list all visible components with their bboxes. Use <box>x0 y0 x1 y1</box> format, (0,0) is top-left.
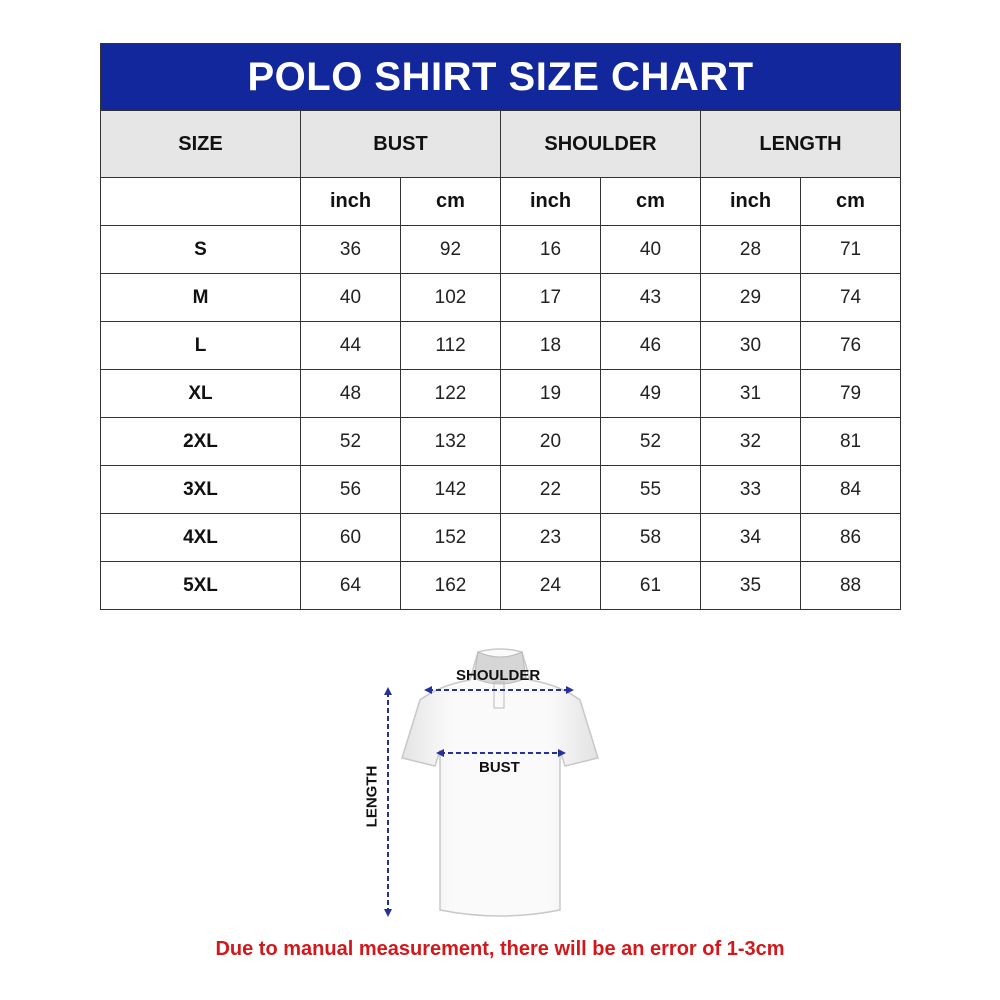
measurement-cell: 112 <box>400 321 501 370</box>
measurement-cell: 60 <box>300 513 401 562</box>
table-row: 3XL 56 142 22 55 33 84 <box>100 465 902 514</box>
table-row: 2XL 52 132 20 52 32 81 <box>100 417 902 466</box>
measurement-cell: 16 <box>500 225 601 274</box>
size-cell: 4XL <box>100 513 301 562</box>
measurement-cell: 52 <box>600 417 701 466</box>
measurement-cell: 23 <box>500 513 601 562</box>
size-chart-table: POLO SHIRT SIZE CHART SIZE BUST SHOULDER… <box>99 43 902 610</box>
measurement-cell: 22 <box>500 465 601 514</box>
measurement-cell: 74 <box>799 273 902 322</box>
header-shoulder: SHOULDER <box>500 110 701 178</box>
measurement-cell: 33 <box>700 465 801 514</box>
unit-header: inch <box>300 177 401 226</box>
unit-header: cm <box>400 177 501 226</box>
measurement-cell: 64 <box>300 561 401 610</box>
measurement-cell: 122 <box>400 369 501 418</box>
table-row: M 40 102 17 43 29 74 <box>100 273 902 322</box>
table-row: L 44 112 18 46 30 76 <box>100 321 902 370</box>
measurement-cell: 32 <box>700 417 801 466</box>
shirt-diagram: SHOULDER BUST LENGTH <box>360 640 620 930</box>
unit-header: cm <box>600 177 701 226</box>
size-cell: S <box>100 225 301 274</box>
measurement-cell: 36 <box>300 225 401 274</box>
measurement-cell: 30 <box>700 321 801 370</box>
measurement-cell: 162 <box>400 561 501 610</box>
measurement-cell: 18 <box>500 321 601 370</box>
measurement-cell: 58 <box>600 513 701 562</box>
table-row: 5XL 64 162 24 61 35 88 <box>100 561 902 610</box>
polo-shirt-illustration <box>384 648 599 917</box>
measurement-cell: 34 <box>700 513 801 562</box>
size-cell: M <box>100 273 301 322</box>
measurement-cell: 71 <box>799 225 902 274</box>
size-cell: 5XL <box>100 561 301 610</box>
measurement-cell: 86 <box>799 513 902 562</box>
measurement-cell: 84 <box>799 465 902 514</box>
unit-header: inch <box>500 177 601 226</box>
header-length: LENGTH <box>699 110 902 178</box>
measurement-cell: 48 <box>300 369 401 418</box>
unit-blank <box>100 177 301 226</box>
chart-title: POLO SHIRT SIZE CHART <box>99 43 902 111</box>
measurement-cell: 49 <box>600 369 701 418</box>
size-cell: 2XL <box>100 417 301 466</box>
measurement-cell: 40 <box>300 273 401 322</box>
measurement-cell: 76 <box>799 321 902 370</box>
measurement-cell: 132 <box>400 417 501 466</box>
table-row: S 36 92 16 40 28 71 <box>100 225 902 274</box>
measurement-cell: 43 <box>600 273 701 322</box>
measurement-cell: 56 <box>300 465 401 514</box>
measurement-note: Due to manual measurement, there will be… <box>215 938 785 960</box>
measurement-cell: 28 <box>700 225 801 274</box>
bust-label: BUST <box>479 759 520 776</box>
measurement-cell: 44 <box>300 321 401 370</box>
size-cell: L <box>100 321 301 370</box>
measurement-cell: 92 <box>400 225 501 274</box>
size-cell: 3XL <box>100 465 301 514</box>
measurement-cell: 152 <box>400 513 501 562</box>
table-row: XL 48 122 19 49 31 79 <box>100 369 902 418</box>
header-size: SIZE <box>100 110 301 178</box>
measurement-cell: 29 <box>700 273 801 322</box>
measurement-cell: 142 <box>400 465 501 514</box>
header-bust: BUST <box>300 110 501 178</box>
size-cell: XL <box>100 369 301 418</box>
measurement-cell: 40 <box>600 225 701 274</box>
measurement-cell: 24 <box>500 561 601 610</box>
unit-header: cm <box>799 177 902 226</box>
measurement-cell: 17 <box>500 273 601 322</box>
measurement-cell: 61 <box>600 561 701 610</box>
table-row: 4XL 60 152 23 58 34 86 <box>100 513 902 562</box>
unit-header: inch <box>700 177 801 226</box>
measurement-cell: 79 <box>799 369 902 418</box>
measurement-cell: 81 <box>799 417 902 466</box>
shoulder-label: SHOULDER <box>456 667 541 684</box>
measurement-cell: 102 <box>400 273 501 322</box>
measurement-cell: 46 <box>600 321 701 370</box>
measurement-cell: 31 <box>700 369 801 418</box>
length-label: LENGTH <box>363 765 381 828</box>
measurement-cell: 55 <box>600 465 701 514</box>
measurement-cell: 52 <box>300 417 401 466</box>
measurement-cell: 35 <box>700 561 801 610</box>
measurement-cell: 19 <box>500 369 601 418</box>
measurement-cell: 88 <box>799 561 902 610</box>
measurement-cell: 20 <box>500 417 601 466</box>
